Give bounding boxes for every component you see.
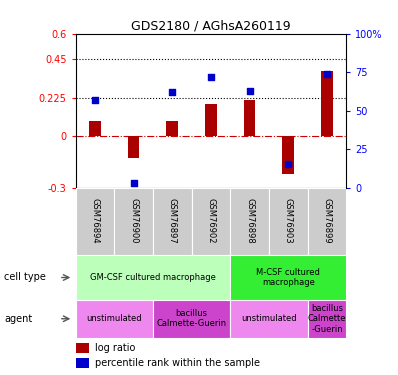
Bar bbox=[283, 136, 294, 174]
Text: percentile rank within the sample: percentile rank within the sample bbox=[95, 358, 259, 368]
Point bbox=[208, 74, 214, 80]
Point bbox=[285, 161, 291, 167]
Text: GSM76899: GSM76899 bbox=[322, 198, 332, 244]
Bar bbox=[230, 300, 308, 338]
Text: agent: agent bbox=[4, 314, 32, 324]
Bar bbox=[128, 136, 139, 159]
Bar bbox=[230, 255, 346, 300]
Bar bbox=[76, 343, 89, 352]
Point bbox=[324, 71, 330, 77]
Text: bacillus
Calmette
-Guerin: bacillus Calmette -Guerin bbox=[308, 304, 346, 334]
Bar bbox=[76, 358, 89, 368]
Point bbox=[92, 97, 98, 103]
Text: GSM76897: GSM76897 bbox=[168, 198, 177, 244]
Bar bbox=[153, 188, 191, 255]
Bar bbox=[166, 121, 178, 136]
Text: unstimulated: unstimulated bbox=[241, 314, 297, 323]
Bar bbox=[321, 71, 333, 136]
Title: GDS2180 / AGhsA260119: GDS2180 / AGhsA260119 bbox=[131, 20, 291, 33]
Text: GM-CSF cultured macrophage: GM-CSF cultured macrophage bbox=[90, 273, 216, 282]
Bar bbox=[308, 300, 346, 338]
Bar bbox=[308, 188, 346, 255]
Text: GSM76898: GSM76898 bbox=[245, 198, 254, 244]
Text: GSM76900: GSM76900 bbox=[129, 198, 138, 244]
Bar bbox=[153, 300, 230, 338]
Text: GSM76902: GSM76902 bbox=[207, 198, 215, 244]
Bar bbox=[230, 188, 269, 255]
Bar bbox=[76, 300, 153, 338]
Bar bbox=[269, 188, 308, 255]
Bar bbox=[114, 188, 153, 255]
Text: unstimulated: unstimulated bbox=[86, 314, 142, 323]
Bar bbox=[244, 100, 256, 136]
Point bbox=[131, 180, 137, 186]
Point bbox=[169, 89, 176, 95]
Text: log ratio: log ratio bbox=[95, 343, 135, 352]
Text: GSM76894: GSM76894 bbox=[90, 198, 100, 244]
Bar bbox=[205, 104, 217, 136]
Point bbox=[246, 88, 253, 94]
Text: M-CSF cultured
macrophage: M-CSF cultured macrophage bbox=[256, 268, 320, 287]
Text: bacillus
Calmette-Guerin: bacillus Calmette-Guerin bbox=[156, 309, 227, 328]
Bar bbox=[76, 188, 114, 255]
Bar bbox=[191, 188, 230, 255]
Text: cell type: cell type bbox=[4, 273, 46, 282]
Bar bbox=[76, 255, 230, 300]
Bar bbox=[89, 121, 101, 136]
Text: GSM76903: GSM76903 bbox=[284, 198, 293, 244]
